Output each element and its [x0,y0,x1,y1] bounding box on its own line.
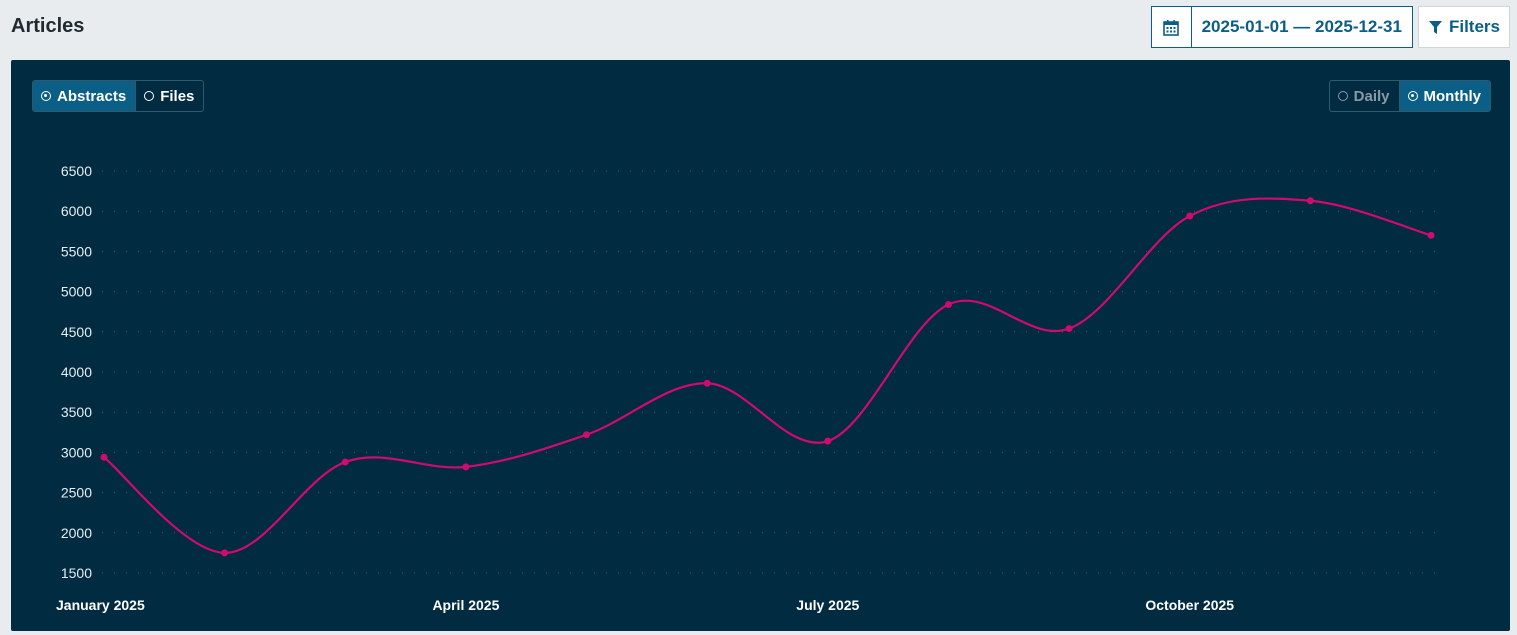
y-tick-label: 5000 [61,284,92,300]
date-range-picker[interactable]: 2025-01-01 — 2025-12-31 [1150,6,1413,48]
y-tick-label: 4000 [61,364,92,380]
toggle-abstracts[interactable]: Abstracts [33,81,136,111]
interval-toggle: Daily Monthly [1328,80,1491,112]
funnel-icon [1428,20,1442,34]
y-tick-label: 2500 [61,485,92,501]
header-actions: 2025-01-01 — 2025-12-31 Filters [1150,6,1510,48]
radio-selected-icon [1407,91,1418,101]
toggle-daily[interactable]: Daily [1330,81,1399,111]
x-tick-label: July 2025 [796,597,859,613]
data-point [1306,197,1314,205]
x-tick-label: January 2025 [56,597,145,613]
y-tick-label: 2000 [61,525,92,541]
date-range-value[interactable]: 2025-01-01 — 2025-12-31 [1201,17,1402,36]
data-point [1427,231,1435,239]
data-point [1065,325,1073,333]
toggle-files[interactable]: Files [135,81,203,111]
data-point [824,437,832,445]
filters-button[interactable]: Filters [1417,6,1510,48]
radio-unselected-icon [1337,91,1348,101]
radio-unselected-icon [144,91,155,101]
toggle-files-label: Files [160,87,195,105]
y-tick-label: 3500 [61,404,92,420]
data-point [462,463,470,471]
calendar-button[interactable] [1152,7,1192,47]
filters-label: Filters [1448,17,1500,36]
page-title: Articles [11,15,85,37]
data-point [583,431,591,439]
toggle-abstracts-label: Abstracts [57,87,127,105]
x-tick-label: October 2025 [1145,597,1234,613]
data-point [100,453,108,461]
y-tick-label: 6000 [61,203,92,219]
toggle-monthly-label: Monthly [1423,87,1482,105]
data-point [703,379,711,387]
toggle-monthly[interactable]: Monthly [1398,81,1490,111]
line-chart: 1500 2000 2500 3000 3500 4000 4500 5000 5500 6000… [56,163,1437,613]
chart-panel: 1500 2000 2500 3000 3500 4000 4500 5000 5500 6000… [11,60,1510,631]
y-tick-label: 1500 [61,565,92,581]
calendar-icon [1163,19,1179,36]
series-line [103,197,1432,555]
toggle-daily-label: Daily [1353,87,1390,105]
x-tick-label: April 2025 [432,597,499,613]
data-point [944,300,952,308]
metric-toggle: Abstracts Files [32,80,205,112]
y-tick-label: 4500 [61,324,92,340]
data-point [221,549,229,557]
y-tick-label: 3000 [61,444,92,460]
data-point [1186,212,1194,220]
y-tick-label: 6500 [61,163,92,179]
y-tick-label: 5500 [61,243,92,259]
data-point [341,458,349,466]
radio-selected-icon [41,91,51,101]
